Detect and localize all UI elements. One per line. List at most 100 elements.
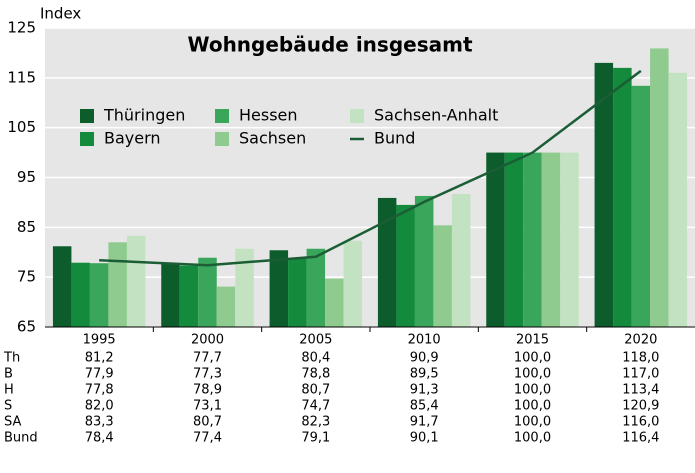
legend-swatch <box>80 132 94 146</box>
bar <box>541 152 561 327</box>
y-axis-label: Index <box>40 5 81 23</box>
bar <box>52 246 72 327</box>
x-tick-label: 2010 <box>408 333 441 348</box>
table-value: 100,0 <box>514 399 551 414</box>
table-value: 90,1 <box>410 431 439 446</box>
x-tick-label: 2000 <box>191 333 224 348</box>
bar <box>396 204 415 327</box>
bar <box>343 240 363 327</box>
table-value: 80,4 <box>301 351 330 366</box>
table-row-label: S <box>4 399 12 414</box>
table-value: 78,8 <box>301 367 330 382</box>
y-tick-label: 125 <box>7 19 36 37</box>
table-value: 82,0 <box>85 399 114 414</box>
table-value: 116,4 <box>622 431 659 446</box>
bar <box>161 263 180 327</box>
bar <box>377 197 397 327</box>
table-value: 77,3 <box>193 367 222 382</box>
legend-label: Bayern <box>104 129 161 148</box>
table-value: 117,0 <box>622 367 659 382</box>
bar <box>108 242 127 327</box>
table-value: 73,1 <box>193 399 222 414</box>
table-value: 78,4 <box>85 431 114 446</box>
bar <box>504 152 524 327</box>
legend-label: Bund <box>374 129 415 148</box>
bar <box>235 248 254 327</box>
table-value: 77,7 <box>193 351 222 366</box>
bar <box>433 225 452 327</box>
table-row-label: B <box>4 367 13 382</box>
bar <box>269 250 289 327</box>
y-tick-label: 115 <box>7 68 36 86</box>
table-value: 100,0 <box>514 415 551 430</box>
x-tick-label: 2015 <box>516 333 549 348</box>
bar <box>216 286 236 327</box>
bar <box>179 265 199 327</box>
bar <box>560 152 579 327</box>
y-tick-label: 95 <box>17 168 36 186</box>
table-value: 77,4 <box>193 431 222 446</box>
x-tick-label: 1995 <box>83 333 116 348</box>
table-value: 79,1 <box>301 431 330 446</box>
bar <box>126 235 146 327</box>
legend-label: Sachsen-Anhalt <box>374 106 498 125</box>
table-value: 85,4 <box>410 399 439 414</box>
bar <box>523 152 542 327</box>
bar <box>486 152 505 327</box>
table-value: 80,7 <box>301 383 330 398</box>
table-value: 80,7 <box>193 415 222 430</box>
table-value: 81,2 <box>85 351 114 366</box>
bund-line <box>99 69 642 267</box>
bar <box>198 257 217 327</box>
bar <box>650 48 669 327</box>
table-value: 116,0 <box>622 415 659 430</box>
bar <box>89 263 109 327</box>
x-tick-label: 2020 <box>624 333 657 348</box>
legend-label: Sachsen <box>239 129 306 148</box>
bar <box>451 193 471 327</box>
bar <box>288 258 307 327</box>
table-row-label: Th <box>3 351 20 366</box>
table-value: 100,0 <box>514 383 551 398</box>
bar <box>594 62 614 328</box>
table-value: 89,5 <box>410 367 439 382</box>
legend-swatch <box>350 109 364 123</box>
legend-swatch <box>80 109 94 123</box>
x-tick-label: 2005 <box>299 333 332 348</box>
table-value: 113,4 <box>622 383 659 398</box>
table-value: 100,0 <box>514 431 551 446</box>
chart-title: Wohngebäude insgesamt <box>187 33 472 57</box>
bar <box>71 262 90 327</box>
table-value: 91,7 <box>410 415 439 430</box>
table-row-label: SA <box>4 415 21 430</box>
legend-swatch <box>215 132 229 146</box>
y-tick-label: 65 <box>17 318 36 336</box>
table-value: 83,3 <box>85 415 114 430</box>
bar <box>325 278 344 327</box>
table-row-label: Bund <box>4 431 38 446</box>
y-tick-label: 105 <box>7 118 36 136</box>
table-value: 91,3 <box>410 383 439 398</box>
y-tick-label: 75 <box>17 268 36 286</box>
table-value: 90,9 <box>410 351 439 366</box>
bar <box>414 195 434 327</box>
table-value: 78,9 <box>193 383 222 398</box>
table-value: 74,7 <box>301 399 330 414</box>
table-value: 82,3 <box>301 415 330 430</box>
table-value: 77,8 <box>85 383 114 398</box>
table-value: 100,0 <box>514 367 551 382</box>
legend-label: Hessen <box>239 106 298 125</box>
legend-label: Thüringen <box>103 106 185 125</box>
y-tick-label: 85 <box>17 218 36 236</box>
table-value: 100,0 <box>514 351 551 366</box>
bar <box>631 85 651 327</box>
table-value: 118,0 <box>622 351 659 366</box>
bar <box>668 72 688 327</box>
legend-swatch <box>215 109 229 123</box>
table-row-label: H <box>4 383 14 398</box>
bar <box>613 67 632 327</box>
table-value: 120,9 <box>622 399 659 414</box>
table-value: 77,9 <box>85 367 114 382</box>
bar <box>306 248 326 327</box>
